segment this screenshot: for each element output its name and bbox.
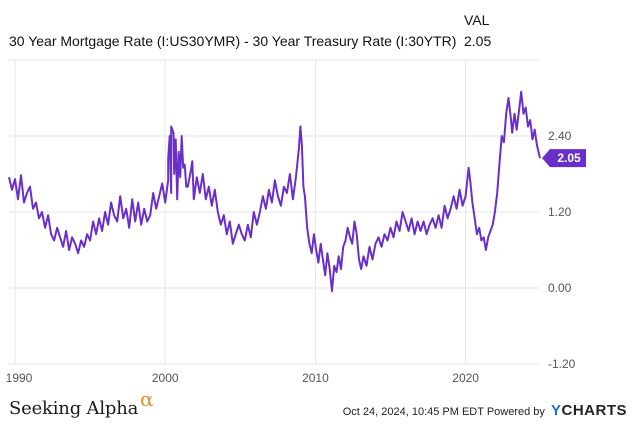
timestamp-text: Oct 24, 2024, 10:45 PM EDT Powered by [342, 406, 545, 418]
y-tick-label: 1.20 [548, 205, 572, 219]
grid-lines [9, 59, 540, 365]
legend-header: VAL [464, 12, 490, 28]
series-line [8, 90, 541, 293]
chart-legend: VAL 30 Year Mortgage Rate (I:US30YMR) - … [0, 0, 635, 52]
x-tick-label: 2020 [452, 371, 479, 385]
y-tick-label: -1.20 [548, 357, 576, 371]
seeking-alpha-logo: Seeking Alpha α [9, 387, 154, 419]
y-tick-label: 2.40 [548, 129, 572, 143]
footer: Seeking Alpha α Oct 24, 2024, 10:45 PM ED… [0, 385, 635, 424]
ycharts-logo-y: Y [550, 402, 562, 419]
last-value-badge [542, 149, 586, 168]
alpha-icon: α [140, 387, 154, 411]
credit-line: Oct 24, 2024, 10:45 PM EDT Powered by YC… [343, 402, 627, 419]
ycharts-logo-text: CHARTS [561, 402, 627, 419]
legend-series-value: 2.05 [464, 33, 492, 49]
series-layer [8, 90, 541, 293]
ycharts-logo[interactable]: YCHARTS [551, 402, 627, 419]
line-chart: 1990 2000 2010 2020 2.40 1.20 0.00 -1.20 2.05 [6, 59, 586, 385]
x-axis-ticks: 1990 2000 2010 2020 [6, 371, 480, 385]
legend-series-name[interactable]: 30 Year Mortgage Rate (I:US30YMR) - 30 Y… [9, 33, 457, 49]
y-tick-label: 0.00 [548, 281, 572, 295]
y-axis-ticks: 2.40 1.20 0.00 -1.20 [548, 129, 576, 371]
x-tick-label: 2000 [152, 371, 179, 385]
last-value-label: 2.05 [557, 151, 581, 165]
x-tick-label: 1990 [6, 371, 33, 385]
logo-text: Seeking Alpha [9, 398, 139, 419]
last-value-marker: 2.05 [542, 149, 586, 168]
x-tick-label: 2010 [302, 371, 329, 385]
